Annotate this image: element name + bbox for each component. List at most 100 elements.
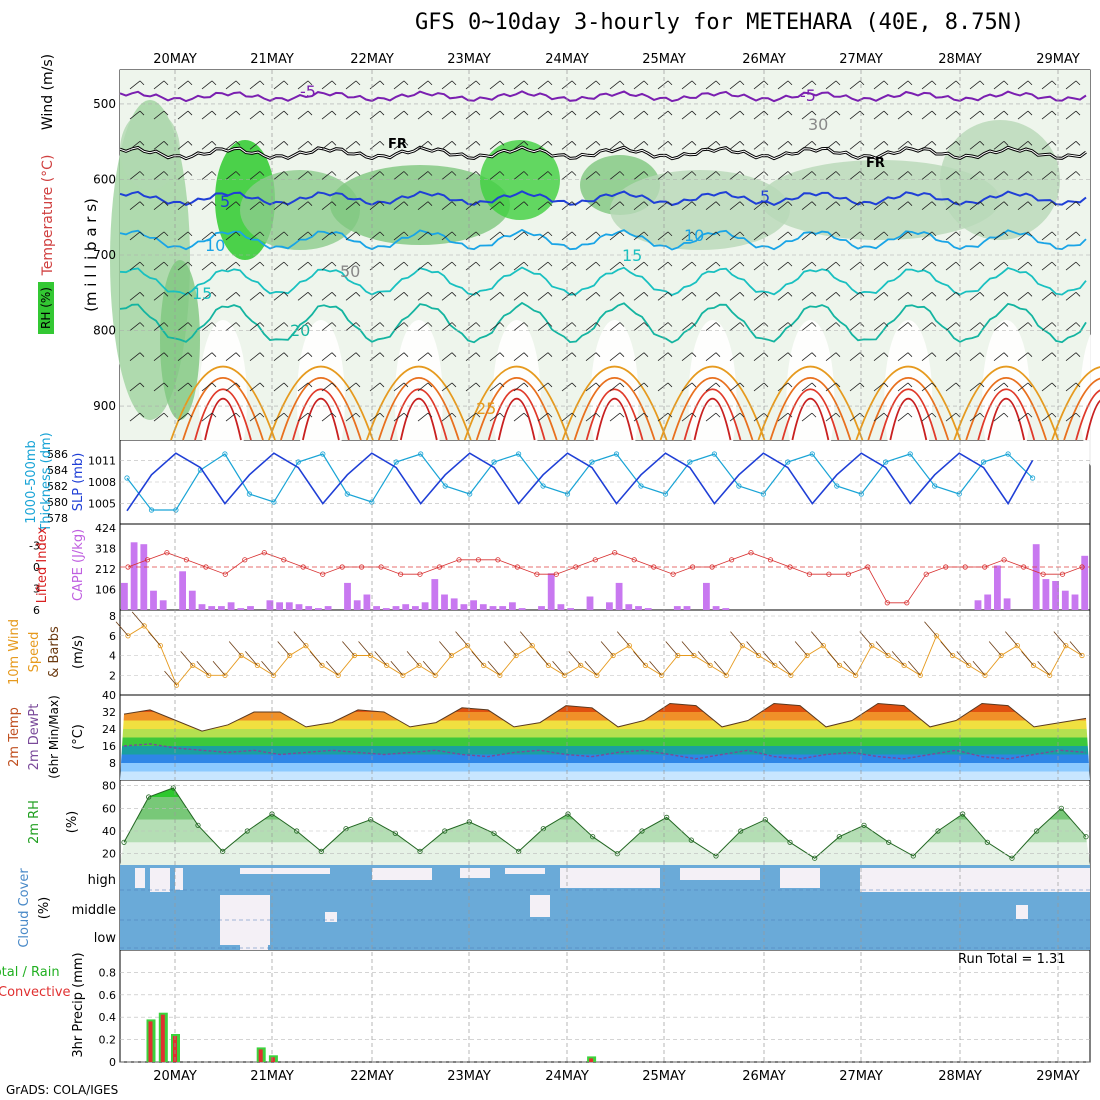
wind-barb-flag xyxy=(763,80,769,86)
wind-barb-flag xyxy=(835,171,841,176)
wind-barb xyxy=(1065,352,1077,362)
wind-barb-flag xyxy=(619,292,625,297)
wind-barb xyxy=(777,382,789,392)
day-label-bottom: 24MAY xyxy=(545,1069,589,1084)
wind-speed-line-point xyxy=(772,662,778,669)
wind-barb-flag xyxy=(499,261,505,267)
wind-barb xyxy=(177,412,189,422)
wind-barb-flag xyxy=(859,171,865,176)
wind-barb-flag xyxy=(1027,382,1033,388)
dry-afternoon-area xyxy=(296,320,345,480)
wind-barb-flag xyxy=(907,322,913,327)
wind-barb xyxy=(417,382,429,392)
wind-barb xyxy=(585,140,597,150)
wind-barb-flag xyxy=(883,110,889,116)
wind-speed-line-point xyxy=(400,672,406,678)
wind-barb-flag xyxy=(667,412,673,418)
wind-barb-flag xyxy=(859,201,865,206)
wind-barb-flag xyxy=(307,171,313,176)
wind-barb xyxy=(777,231,789,241)
wind-barb xyxy=(969,291,981,301)
wind-barb-flag xyxy=(811,171,817,176)
wind-barb xyxy=(513,201,525,211)
wind-barb-flag xyxy=(403,80,409,86)
wind-barb-flag xyxy=(187,261,193,267)
rh-shading xyxy=(940,120,1060,240)
wind-label-a: 10m Wind xyxy=(7,619,22,685)
wind-barb xyxy=(369,382,381,392)
cape-bar xyxy=(557,604,565,610)
wind-barb-flag xyxy=(523,171,529,176)
wind-barb-flag xyxy=(1003,141,1009,146)
rh-2m-panel: 20 40 60 80 xyxy=(102,780,1090,865)
wind-barb xyxy=(417,231,429,241)
wind-barb xyxy=(993,171,1005,180)
wind-barb-flag xyxy=(907,110,913,116)
isotherm-warm-arch xyxy=(463,365,570,441)
wind-speed-line-point xyxy=(982,672,988,678)
isotherm-label: FR xyxy=(866,156,885,171)
wind-barb xyxy=(753,352,765,362)
rh-line-point xyxy=(170,785,176,791)
wind-barb-flag xyxy=(547,110,553,116)
wind-barb xyxy=(777,352,789,362)
thickness-line-point xyxy=(760,491,767,497)
wind-barb xyxy=(801,140,813,150)
surface-wind-barb xyxy=(988,641,1002,656)
wind-barb-flag xyxy=(787,382,793,388)
surface-wind-barb xyxy=(503,641,517,656)
wind-barb-flag xyxy=(619,80,625,86)
wind-barb-flag xyxy=(1003,110,1009,116)
temp-label-a: 2m Temp xyxy=(7,707,22,767)
wind-barb xyxy=(753,382,765,392)
wind-barb-flag xyxy=(355,292,361,297)
wind-barb xyxy=(273,352,285,362)
wind-barb xyxy=(129,110,141,120)
wind-speed-line-point xyxy=(610,652,616,659)
wind-barb-flag xyxy=(931,412,937,418)
wind-barb xyxy=(393,171,405,180)
isotherm-warm-arch xyxy=(867,377,950,441)
precip-label-a: Total / Rain xyxy=(0,965,60,980)
wind-barb xyxy=(777,322,789,331)
cloud-label-a: Cloud Cover xyxy=(17,868,32,948)
dry-afternoon-area xyxy=(1080,321,1100,479)
wind-speed-line-point xyxy=(917,672,923,678)
cape-bar xyxy=(421,602,429,610)
wind-barb-flag xyxy=(715,201,721,206)
wind-barb xyxy=(585,322,597,331)
wind-speed-line-point xyxy=(1047,672,1053,678)
wind-barb-flag xyxy=(571,80,577,86)
wind-barb xyxy=(849,80,861,90)
wind-barb-flag xyxy=(1075,231,1081,237)
surface-wind-barb xyxy=(972,660,986,676)
surface-wind-barb xyxy=(568,651,582,666)
wind-barb xyxy=(1065,80,1077,90)
wind-barb-flag xyxy=(811,352,817,357)
day-labels: 20MAY 20MAY 21MAY 21MAY 22MAY 22MAY 23MAY 23MAY… xyxy=(153,52,1080,1084)
wind-barb-flag xyxy=(787,322,793,327)
wind-barb-flag xyxy=(931,352,937,357)
thickness-tick-label: 578 xyxy=(47,512,68,525)
wind-barb-flag xyxy=(307,261,313,267)
wind-barb xyxy=(1041,291,1053,301)
wind-barb-flag xyxy=(547,352,553,357)
day-label-top: 21MAY xyxy=(250,52,294,67)
wind-barb xyxy=(369,291,381,301)
wind-barb-flag xyxy=(307,80,313,86)
wind-barb-flag xyxy=(1051,261,1057,267)
wind-barb-flag xyxy=(259,412,265,418)
thickness-line-point xyxy=(393,459,399,465)
surface-wind-barb xyxy=(115,621,129,637)
wind-barb xyxy=(345,201,357,211)
wind-barb-flag xyxy=(955,80,961,86)
wind-barb xyxy=(729,352,741,362)
rh-legend-swatch xyxy=(38,282,54,334)
wind-barb xyxy=(177,171,189,180)
thickness-line-point xyxy=(834,483,840,489)
wind-barb-flag xyxy=(667,231,673,237)
wind-barb-flag xyxy=(787,110,793,116)
lifted-index-line-point xyxy=(320,571,326,577)
wind-barb-flag xyxy=(499,80,505,86)
wind-barb-flag xyxy=(187,322,193,327)
